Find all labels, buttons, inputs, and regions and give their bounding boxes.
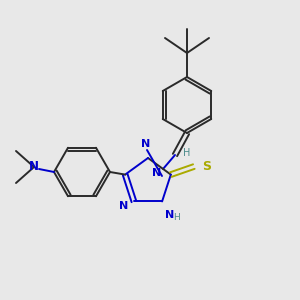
- Text: N: N: [165, 210, 174, 220]
- Text: H: H: [183, 148, 190, 158]
- Text: N: N: [119, 201, 128, 212]
- Text: N: N: [29, 160, 39, 173]
- Text: N: N: [152, 168, 162, 178]
- Text: S: S: [202, 160, 211, 173]
- Text: N: N: [141, 139, 151, 149]
- Text: H: H: [173, 213, 180, 222]
